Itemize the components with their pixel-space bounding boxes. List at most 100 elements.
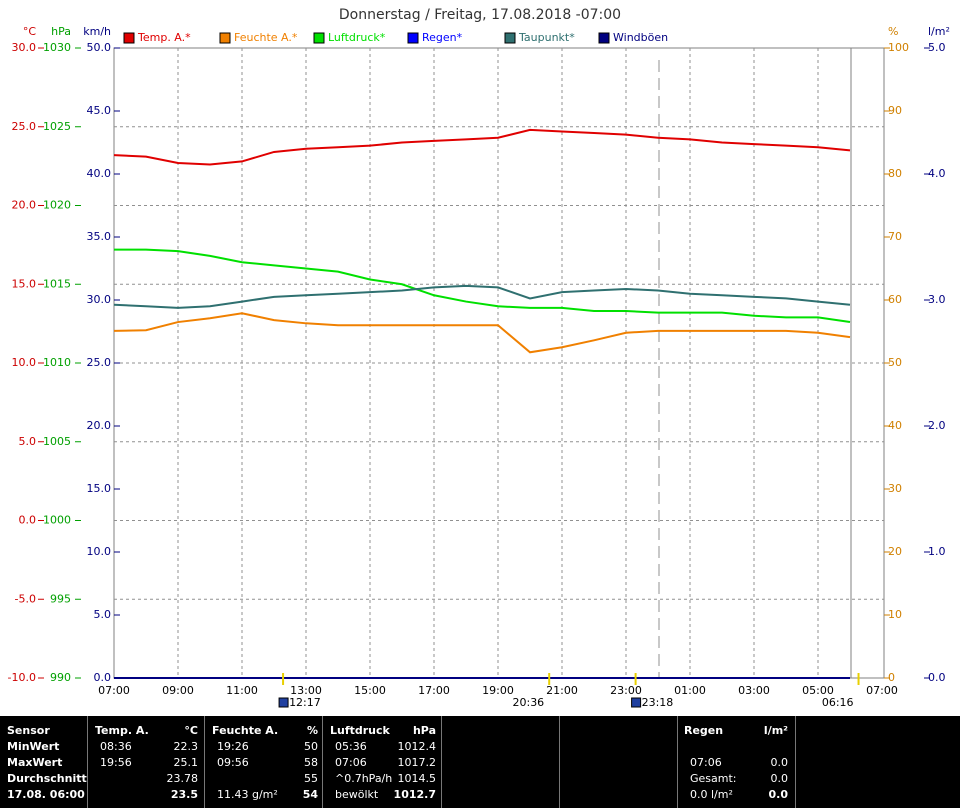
summary-cell: 07:06 [335,756,367,769]
chart: Donnerstag / Freitag, 17.08.2018 -07:00 … [8,7,950,709]
y-tick-label: 25.0 [87,356,112,369]
legend-swatch [123,32,135,44]
y-tick-label: 50 [888,356,902,369]
summary-cell: 0.0 l/m² [690,788,733,801]
y-tick-label: 5.0 [94,608,112,621]
summary-cell: ^0.7hPa/h [335,772,393,785]
y-tick-label: 5.0 [19,435,37,448]
column-separator [677,716,678,808]
summary-cell: 07:06 [690,756,722,769]
y-tick-label: 15.0 [12,277,37,290]
column-separator [204,716,205,808]
summary-cell: 1012.7 [393,788,436,801]
y-tick-label: 30.0 [87,293,112,306]
legend-swatch [504,32,516,44]
annotation-icon [278,697,289,708]
annotation-label: 20:36 [512,696,544,709]
summary-header: Luftdruck [330,724,390,737]
y-tick-label: 3.0 [928,293,946,306]
summary-header: Sensor [7,724,50,737]
column-separator [795,716,796,808]
annotation-label: 23:18 [642,696,674,709]
summary-cell: 1017.2 [397,756,437,769]
x-tick-label: 21:00 [546,684,578,697]
y-tick-label: 0 [888,671,895,684]
legend-label: Regen* [422,31,463,44]
legend-swatch [598,32,610,44]
summary-header: l/m² [763,724,788,737]
summary-cell: bewölkt [335,788,379,801]
y-tick-label: 1.0 [928,545,946,558]
y-tick-label: 60 [888,293,902,306]
y-tick-label: 2.0 [928,419,946,432]
summary-cell: 17.08. 06:00 [7,788,85,801]
summary-cell: 0.0 [770,772,789,785]
y-tick-label: 30 [888,482,902,495]
series-line [114,248,851,324]
y-tick-label: 25.0 [12,120,37,133]
x-tick-label: 19:00 [482,684,514,697]
y-tick-label: 80 [888,167,902,180]
y-tick-label: 100 [888,41,909,54]
axis-unit: km/h [83,25,111,38]
y-tick-label: 50.0 [87,41,112,54]
summary-cell: 09:56 [217,756,249,769]
y-tick-label: 1010 [43,356,71,369]
series-line [113,284,851,309]
summary-panel: Sensor Temp. A. °C Feuchte A.% Luftdruck hPa R… [0,716,960,808]
legend-label: Windböen [613,31,668,44]
y-tick-label: 1025 [43,120,71,133]
x-tick-label: 05:00 [802,684,834,697]
x-tick-label: 09:00 [162,684,194,697]
summary-cell: 23.78 [166,772,199,785]
summary-header: Temp. A. [95,724,149,737]
axis-unit: hPa [51,25,71,38]
y-tick-label: 0.0 [928,671,946,684]
y-tick-label: 1030 [43,41,71,54]
y-tick-label: 1005 [43,435,71,448]
annotation-icon [631,697,642,708]
y-tick-label: 995 [50,592,71,605]
summary-cell: MaxWert [7,756,63,769]
series-line [113,128,851,166]
annotation-label: 06:16 [822,696,854,709]
summary-cell: 1012.4 [397,740,437,753]
y-tick-label: 1015 [43,277,71,290]
x-tick-label: 23:00 [610,684,642,697]
summary-cell: 11.43 g/m² [217,788,278,801]
y-tick-label: 1000 [43,514,71,527]
summary-header: Regen [684,724,724,737]
legend-label: Temp. A.* [137,31,191,44]
y-tick-label: 990 [50,671,71,684]
summary-cell: 0.0 [770,756,789,769]
summary-header: hPa [412,724,436,737]
y-tick-label: 10.0 [12,356,37,369]
y-tick-label: 40 [888,419,902,432]
summary-cell: 22.3 [173,740,199,753]
axis-unit: °C [23,25,37,38]
x-tick-label: 07:00 [98,684,130,697]
x-tick-label: 01:00 [674,684,706,697]
y-tick-label: 20 [888,545,902,558]
y-tick-label: 45.0 [87,104,112,117]
summary-cell: 05:36 [335,740,367,753]
y-tick-label: 70 [888,230,902,243]
summary-cell: 23.5 [170,788,198,801]
summary-cell: 0.0 [768,788,789,801]
chart-title: Donnerstag / Freitag, 17.08.2018 -07:00 [339,7,621,23]
summary-cell: 50 [304,740,318,753]
axis-unit: % [888,25,898,38]
legend-label: Luftdruck* [328,31,386,44]
column-separator [441,716,442,808]
annotation-label: 12:17 [289,696,321,709]
y-tick-label: 15.0 [87,482,112,495]
x-tick-label: 11:00 [226,684,258,697]
summary-header: % [306,724,318,737]
x-tick-label: 13:00 [290,684,322,697]
y-tick-label: -5.0 [15,592,36,605]
summary-cell: 1014.5 [397,772,437,785]
summary-header: Feuchte A. [212,724,279,737]
summary-cell: 58 [304,756,318,769]
y-tick-label: 0.0 [94,671,112,684]
